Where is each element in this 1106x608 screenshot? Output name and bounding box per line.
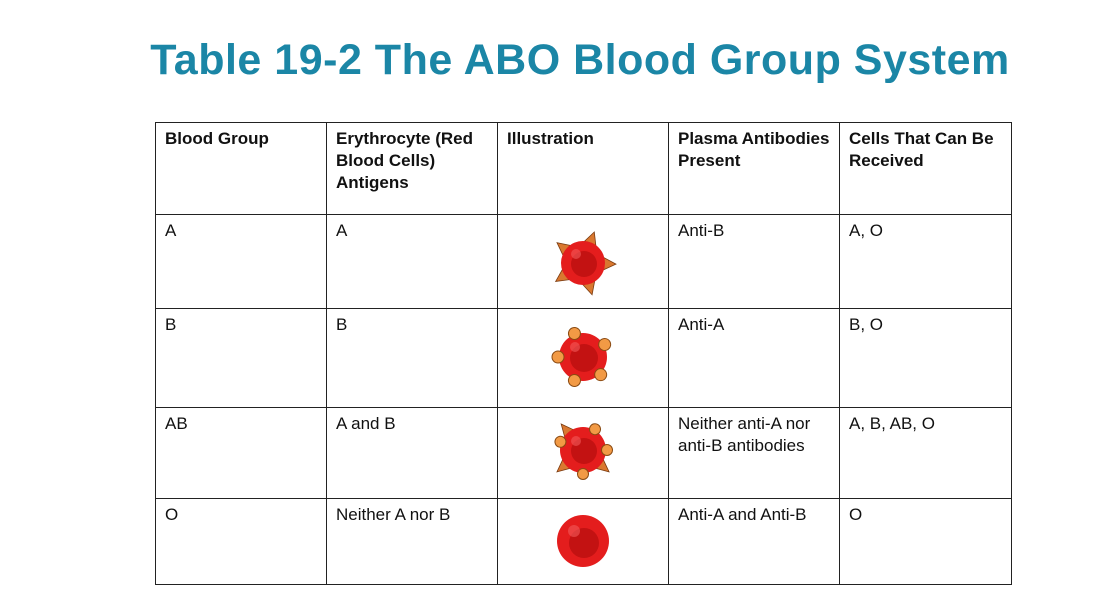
header-blood-group: Blood Group [155, 122, 327, 215]
table-row: AB A and B [155, 407, 1012, 499]
table-header-row: Blood Group Erythrocyte (Red Blood Cells… [155, 122, 1012, 215]
antibodies-cell: Anti-A and Anti-B [668, 498, 840, 585]
antigens-cell: A and B [326, 407, 498, 499]
antigens-cell: A [326, 214, 498, 309]
table-row: A A Anti-B A, O [155, 214, 1012, 309]
page-title: Table 19-2 The ABO Blood Group System [150, 36, 1010, 84]
cells-received-cell: A, O [839, 214, 1012, 309]
red-cell-with-circle-antigens-icon [551, 327, 612, 387]
illustration-cell [497, 308, 669, 408]
antibodies-cell: Anti-A [668, 308, 840, 408]
header-antibodies: Plasma Antibodies Present [668, 122, 840, 215]
abo-blood-group-table: Blood Group Erythrocyte (Red Blood Cells… [155, 122, 1012, 585]
antibodies-cell: Anti-B [668, 214, 840, 309]
antigens-cell: B [326, 308, 498, 408]
table-row: B B Anti-A B, O [155, 308, 1012, 408]
blood-group-cell: O [155, 498, 327, 585]
illustration-cell [497, 407, 669, 499]
cells-received-cell: B, O [839, 308, 1012, 408]
header-antigens: Erythrocyte (Red Blood Cells) Antigens [326, 122, 498, 215]
illustration-cell [497, 498, 669, 585]
blood-group-cell: B [155, 308, 327, 408]
table-row: O Neither A nor B Anti-A and Anti-B O [155, 498, 1012, 585]
red-cell-with-triangle-antigens-icon [554, 231, 617, 296]
red-cell-with-triangle-and-circle-antigens-icon [554, 423, 613, 480]
blood-group-cell: AB [155, 407, 327, 499]
antibodies-cell: Neither anti-A nor anti-B antibodies [668, 407, 840, 499]
plain-red-cell-icon [557, 515, 609, 567]
blood-group-cell: A [155, 214, 327, 309]
header-cells-received: Cells That Can Be Received [839, 122, 1012, 215]
header-illustration: Illustration [497, 122, 669, 215]
cells-received-cell: A, B, AB, O [839, 407, 1012, 499]
antigens-cell: Neither A nor B [326, 498, 498, 585]
cells-received-cell: O [839, 498, 1012, 585]
illustration-cell [497, 214, 669, 309]
